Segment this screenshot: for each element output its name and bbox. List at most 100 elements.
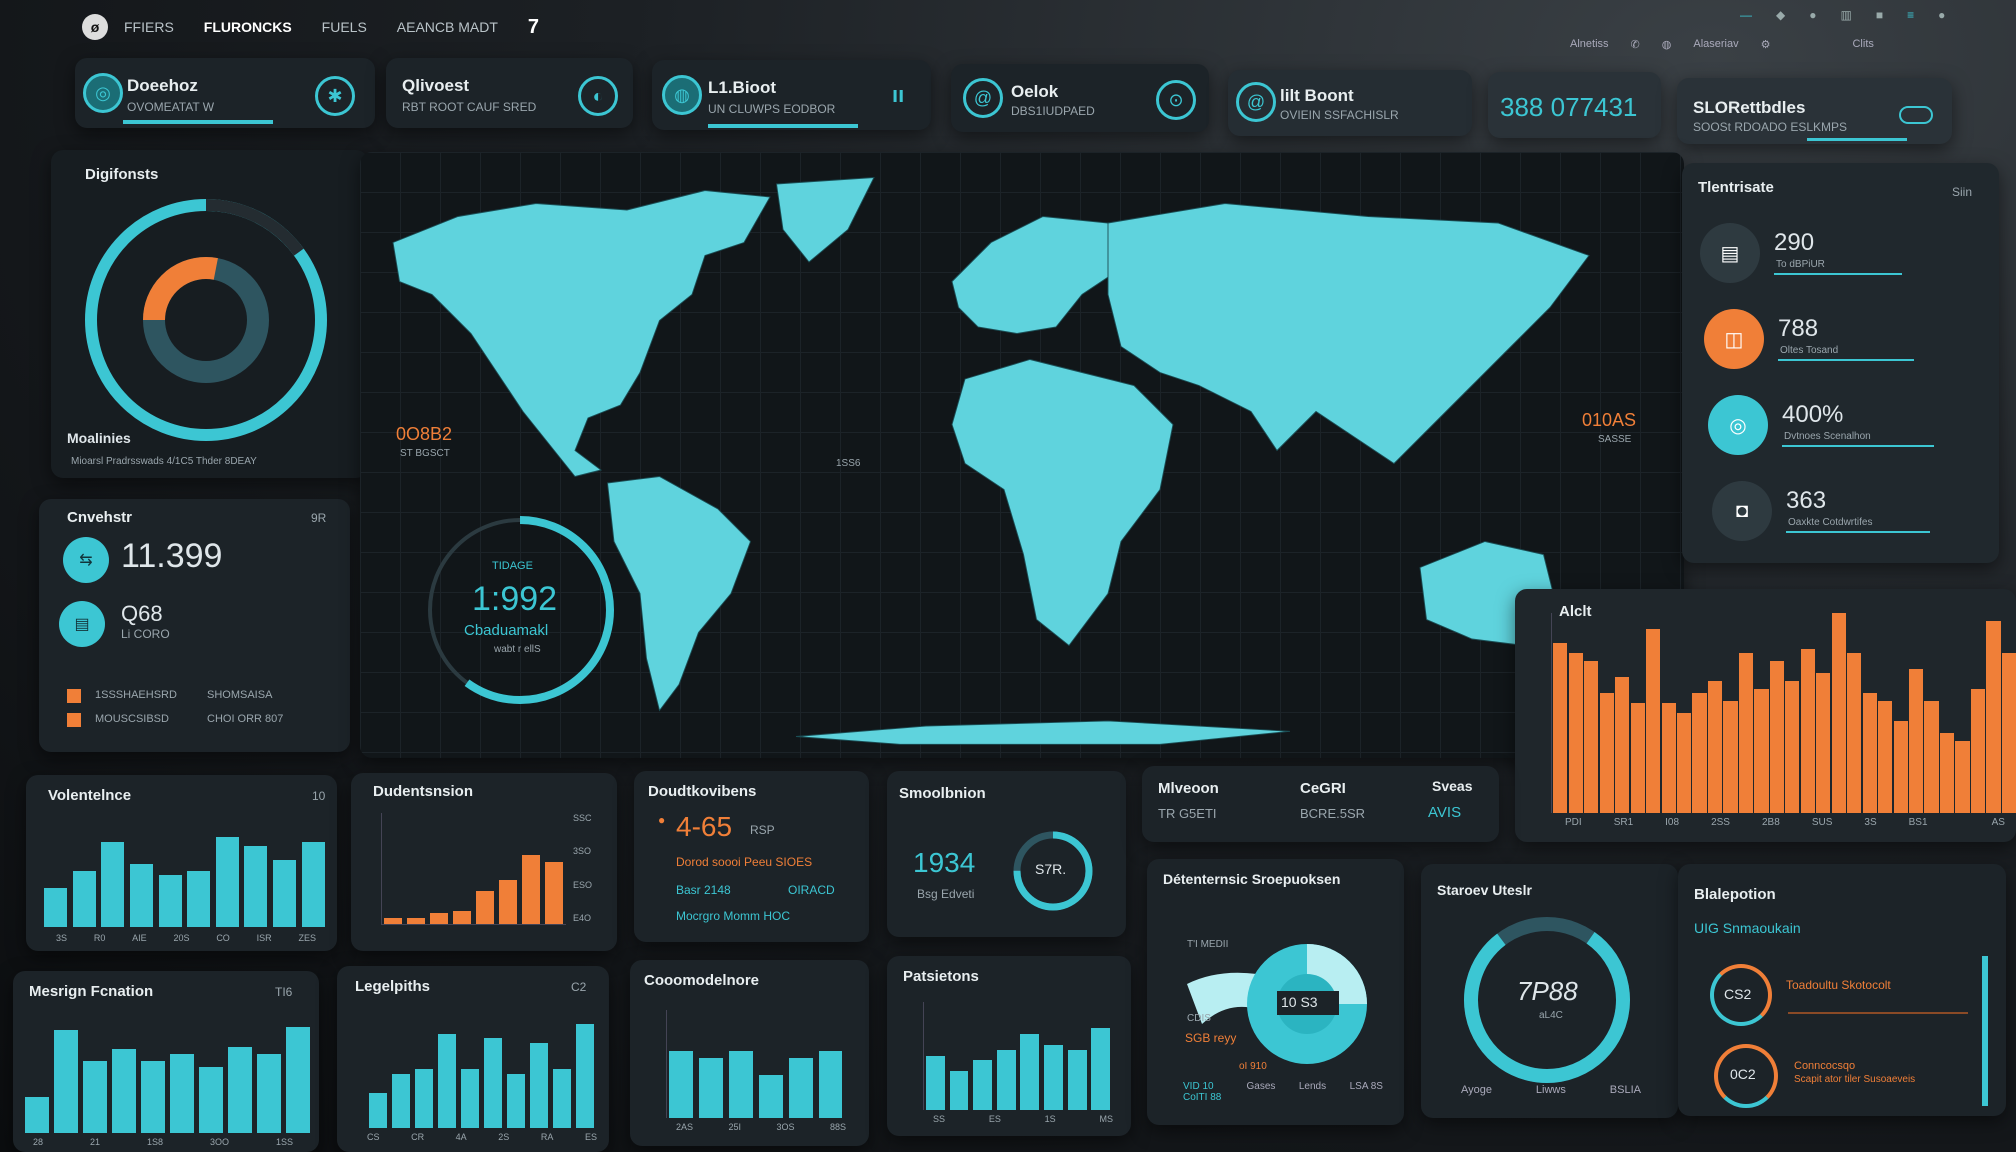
pin-icon[interactable]: ◆: [1776, 8, 1786, 22]
bar: [818, 1051, 843, 1118]
gauge-sub: wabt r ellS: [494, 644, 541, 655]
bar-chart-panel: Alclt PDI SR1 I08 2SS 2B8 SUS 3S BS1 AS: [1515, 589, 2016, 842]
north-america[interactable]: [392, 190, 771, 478]
legend-swatch: [67, 713, 81, 727]
info-icon[interactable]: ◐: [578, 76, 618, 116]
list-item-label[interactable]: Conncocsqo: [1794, 1060, 1856, 1072]
panel-corner: Siin: [1952, 185, 1973, 199]
kpi-sub: OVIEIN SSFACHISLR: [1280, 108, 1399, 122]
asia[interactable]: [1107, 203, 1590, 465]
shield-icon[interactable]: ●: [1809, 8, 1817, 22]
gauge-value: 1:992: [472, 580, 558, 618]
chart-icon: ◎: [83, 73, 123, 113]
x-axis: SS ES 1S MS: [933, 1114, 1113, 1124]
nav-item[interactable]: FUELS: [321, 19, 367, 35]
nav-item[interactable]: FFIERS: [124, 19, 174, 35]
bar: [552, 1069, 572, 1128]
kpi-sub: UN CLUWPS EODBOR: [708, 102, 836, 116]
kpi-sub: DBS1IUDPAED: [1011, 104, 1095, 118]
x-axis: PDI SR1 I08 2SS 2B8 SUS 3S BS1 AS: [1565, 817, 2005, 828]
kpi-card[interactable]: ◍ L1.Bioot UN CLUWPS EODBOR ıı: [652, 60, 931, 130]
x-tick-label: I08: [1665, 817, 1680, 828]
kpi-card[interactable]: Qlivoest RBT ROOT CAUF SRED ◐: [386, 58, 633, 128]
kpi-card[interactable]: @ lilt Boont OVIEIN SSFACHISLR: [1228, 70, 1472, 136]
stat-progress: [1786, 531, 1930, 533]
greenland[interactable]: [775, 176, 875, 263]
kpi-card[interactable]: SLORettbdles SOOSt RDOADO ESLKMPS: [1677, 78, 1952, 144]
world-map: [392, 176, 1590, 745]
gauge-sub: Bsg Edveti: [917, 887, 975, 901]
user-icon[interactable]: ●: [1938, 8, 1946, 22]
ring-label: 0C2: [1730, 1066, 1756, 1082]
ring-label: CS2: [1724, 986, 1752, 1002]
panel-title: Tlentrisate: [1698, 179, 1774, 196]
bar: [54, 1029, 78, 1133]
stat-value: 290: [1774, 229, 1815, 256]
phone-icon[interactable]: ✆: [1630, 39, 1640, 51]
search-icon[interactable]: ⊙: [1156, 80, 1196, 120]
bar: [1785, 681, 1800, 813]
kpi-title: Oelok: [1011, 82, 1059, 101]
kpi-progress: [123, 120, 273, 124]
nav-badge: 7: [527, 15, 540, 38]
chart-corner: 10: [312, 789, 326, 803]
europe[interactable]: [951, 216, 1122, 334]
pause-icon[interactable]: ıı: [892, 82, 905, 107]
bar: [383, 918, 403, 924]
link[interactable]: Alnetiss: [1570, 38, 1609, 50]
bar: [1862, 693, 1877, 813]
x-tick-label: 1SS: [275, 1137, 293, 1147]
x-tick-label: ES: [988, 1114, 1001, 1124]
metric-unit: RSP: [750, 823, 775, 837]
minimize-icon[interactable]: —: [1740, 8, 1752, 22]
pie-label: oI 910: [1239, 1061, 1267, 1072]
legend-swatch: [67, 689, 81, 703]
metric-line: OIRACD: [788, 883, 835, 897]
list-item-label[interactable]: Toadoultu Skotocolt: [1786, 978, 1891, 992]
kpi-card[interactable]: 388 077431: [1488, 72, 1661, 138]
camera-icon: ◘: [1712, 481, 1772, 541]
toggle[interactable]: [1899, 106, 1933, 124]
bar: [1769, 661, 1784, 813]
logo-icon[interactable]: ø: [82, 14, 108, 40]
bar: [429, 912, 449, 924]
gauge-arc: [426, 516, 614, 704]
x-tick-label: ISR: [256, 933, 272, 943]
chart-icon[interactable]: ▥: [1840, 8, 1852, 22]
kpi-title: L1.Bioot: [708, 78, 776, 97]
legend-item: Ayoge: [1461, 1084, 1492, 1096]
bar: [483, 1038, 503, 1128]
wallet-icon: ⇆: [63, 537, 109, 583]
nav-item[interactable]: FLURONCKS: [203, 19, 292, 35]
ring-value: 7P88: [1517, 976, 1578, 1006]
bar: [228, 1046, 252, 1133]
y-tick-label: E4O: [573, 912, 592, 923]
gauge-label: Cbaduamakl: [464, 622, 549, 639]
menu-icon[interactable]: ≡: [1907, 8, 1915, 22]
nav-item[interactable]: AEANCB MADT: [396, 19, 498, 35]
legend-label: SHOMSAISA: [207, 689, 273, 701]
antarctica[interactable]: [795, 720, 1291, 745]
bar: [1091, 1027, 1111, 1110]
globe-icon[interactable]: ◍: [1661, 39, 1672, 51]
x-tick-label: SUS: [1811, 817, 1833, 828]
bar: [699, 1057, 724, 1118]
world-map-panel[interactable]: 0O8B2 ST BGSCT 1SS6 010AS SASSE TIDAGE 1…: [360, 152, 1684, 758]
pie-center-label: 10 S3: [1281, 994, 1318, 1010]
bar: [1676, 713, 1692, 813]
link[interactable]: Clits: [1852, 38, 1874, 50]
bar: [1738, 653, 1754, 813]
bar: [1847, 653, 1862, 813]
scrollbar[interactable]: [1982, 956, 1988, 1106]
bar-chart: [1551, 613, 2016, 813]
kpi-card[interactable]: ◎ Doeehoz OVOMEATAT W ✱: [75, 58, 375, 128]
settings-icon[interactable]: ⚙: [1760, 39, 1771, 51]
south-america[interactable]: [606, 476, 752, 712]
page-icon[interactable]: ■: [1875, 8, 1884, 22]
africa[interactable]: [951, 359, 1174, 647]
refresh-icon[interactable]: ✱: [315, 76, 355, 116]
link[interactable]: Alaseriav: [1693, 38, 1739, 50]
bar: [1661, 703, 1676, 813]
bar: [1723, 701, 1738, 813]
kpi-card[interactable]: @ Oelok DBS1IUDPAED ⊙: [951, 64, 1209, 132]
